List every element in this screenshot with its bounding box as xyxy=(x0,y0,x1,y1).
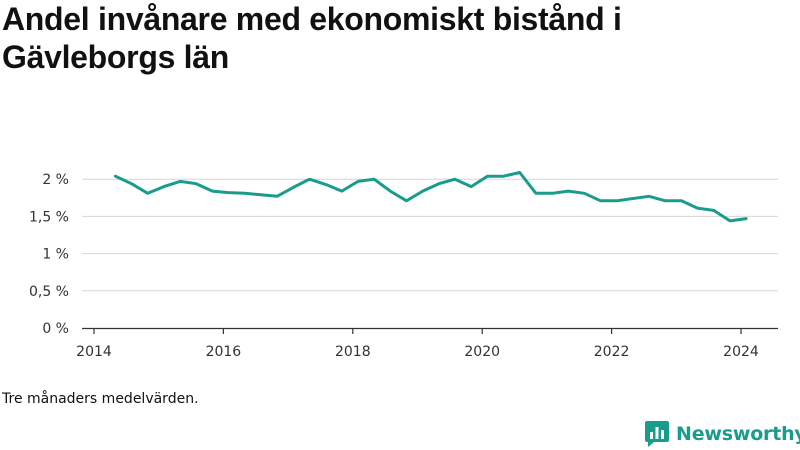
y-tick-label: 1,5 % xyxy=(29,209,69,225)
gridlines xyxy=(82,178,778,292)
x-tick-label: 2014 xyxy=(76,344,112,360)
series-lines xyxy=(113,171,748,223)
y-axis-labels: 0 % 0,5 % 1 % 1,5 % 2 % xyxy=(29,172,69,337)
series-line xyxy=(113,171,748,223)
x-tick-label: 2016 xyxy=(206,344,242,360)
x-tick-label: 2020 xyxy=(464,344,500,360)
chart-title: Andel invånare med ekonomiskt bistånd i … xyxy=(2,1,622,75)
y-tick-label: 2 % xyxy=(42,172,69,188)
newsworthy-logo-text: Newsworthy xyxy=(676,423,800,445)
x-tick-label: 2018 xyxy=(335,344,371,360)
x-tick-label: 2024 xyxy=(723,344,759,360)
chart-caption: Tre månaders medelvärden. xyxy=(2,391,199,407)
x-axis: 2014 2016 2018 2020 2022 2024 xyxy=(76,327,778,360)
x-tick-label: 2022 xyxy=(594,344,630,360)
newsworthy-logo: Newsworthy xyxy=(644,420,800,448)
y-tick-label: 0,5 % xyxy=(29,284,69,300)
y-tick-label: 1 % xyxy=(42,247,69,263)
newsworthy-logo-icon xyxy=(645,421,669,447)
y-tick-label: 0 % xyxy=(42,321,69,337)
